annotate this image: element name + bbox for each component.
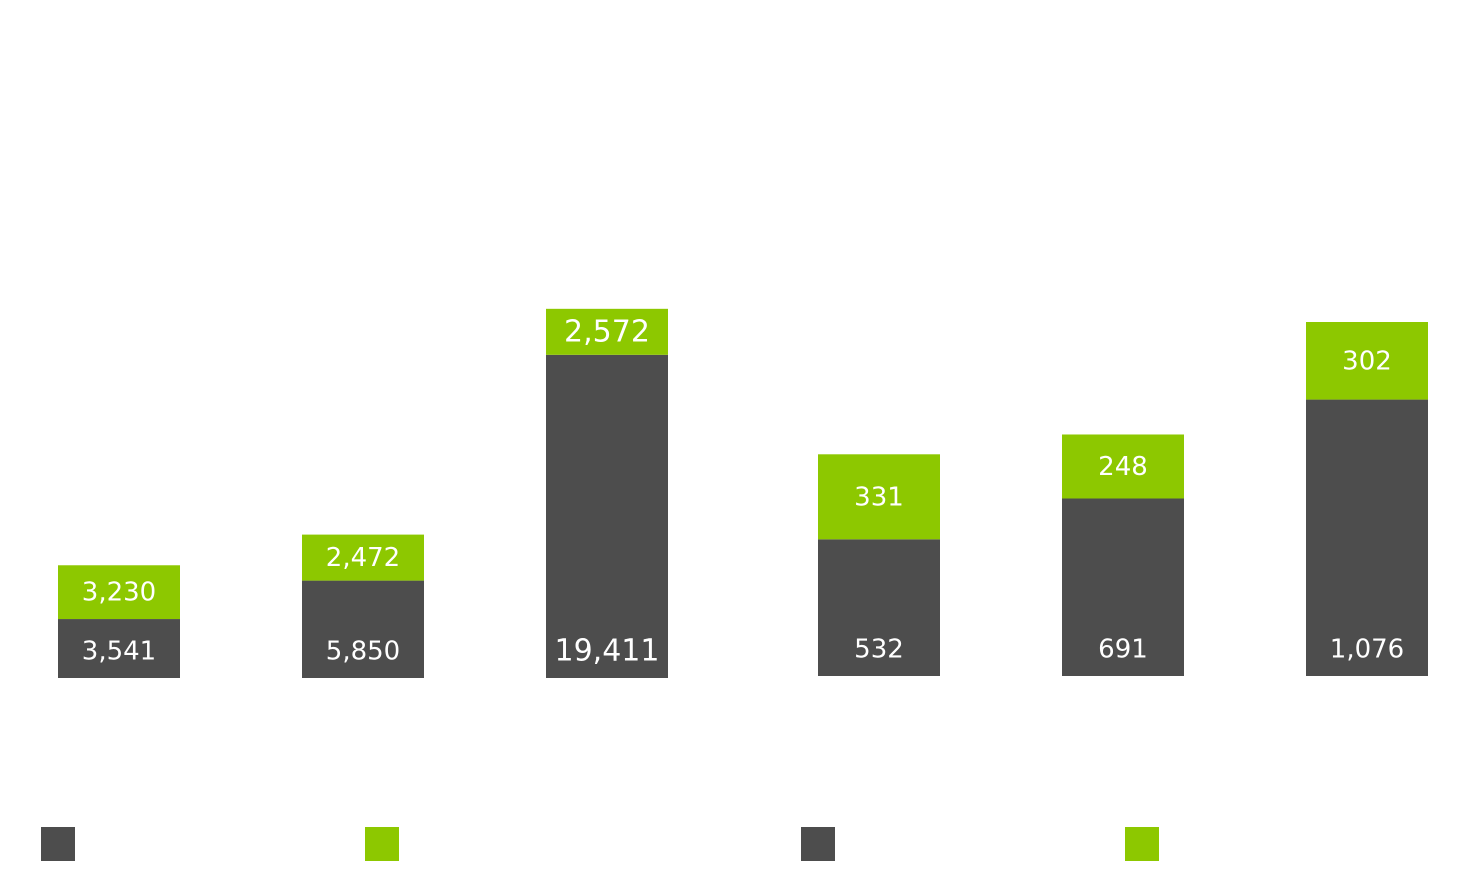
bar-segment-bottom <box>58 619 180 678</box>
data-label-bottom: 691 <box>1098 635 1148 665</box>
bar-segment-top <box>1062 434 1184 499</box>
data-label-bottom: 1,076 <box>1330 635 1404 665</box>
bar-segment-bottom <box>302 580 424 678</box>
legend-swatch <box>365 827 399 861</box>
labels-layer: 3,541 3,230 5,850 2,472 19,411 2,572 532 331 691… <box>82 314 1404 668</box>
bar-segment-bottom <box>546 354 668 678</box>
data-label-bottom: 5,850 <box>326 637 400 667</box>
data-label-top: 331 <box>854 482 904 512</box>
data-label-top: 302 <box>1342 346 1392 376</box>
bar-segment-bottom <box>1306 399 1428 676</box>
bar-segment-top <box>58 565 180 620</box>
bar-segment-top <box>818 454 940 540</box>
bar-segment-top <box>1306 322 1428 400</box>
data-label-bottom: 19,411 <box>555 634 660 669</box>
bar-segment-top <box>546 308 668 355</box>
bar-segment-bottom <box>818 539 940 676</box>
data-label-top: 248 <box>1098 452 1148 482</box>
legend-swatch <box>1125 827 1159 861</box>
bar-segment-top <box>302 534 424 581</box>
legend-swatch <box>41 827 75 861</box>
data-label-bottom: 3,541 <box>82 637 156 667</box>
data-label-top: 3,230 <box>82 578 156 608</box>
data-label-top: 2,472 <box>326 543 400 573</box>
bars-layer <box>58 308 1428 678</box>
bar-segment-bottom <box>1062 498 1184 676</box>
data-label-top: 2,572 <box>564 314 650 349</box>
legend-swatch <box>801 827 835 861</box>
data-label-bottom: 532 <box>854 635 904 665</box>
